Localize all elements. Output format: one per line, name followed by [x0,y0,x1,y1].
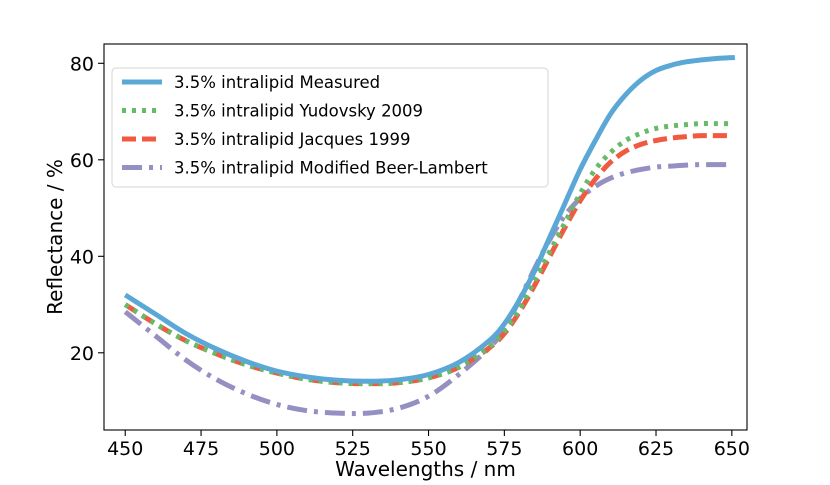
x-tick-label: 625 [638,438,674,460]
y-axis-label: Reflectance / % [43,159,67,315]
y-tick-label: 60 [70,150,94,172]
legend-label: 3.5% intralipid Jacques 1999 [174,130,410,149]
x-tick-label: 600 [562,438,598,460]
x-axis-label: Wavelengths / nm [335,457,516,481]
legend-label: 3.5% intralipid Modified Beer-Lambert [174,159,488,178]
x-tick-label: 650 [714,438,750,460]
series-layer [123,55,736,417]
tick-layer: 450 475 500 525 550 575 600 625 650 20 40 60 80 [70,53,750,460]
x-tick-label: 525 [335,438,371,460]
legend-items: 3.5% intralipid Measured 3.5% intralipid … [122,73,488,178]
y-tick-label: 80 [70,53,94,75]
legend: 3.5% intralipid Measured 3.5% intralipid … [111,67,549,188]
legend-label: 3.5% intralipid Yudovsky 2009 [174,102,423,121]
x-tick-label: 450 [107,438,143,460]
legend-box [111,67,549,188]
legend-label: 3.5% intralipid Measured [174,73,380,92]
y-tick-label: 20 [70,343,94,365]
series-line-3 [123,133,732,387]
x-tick-label: 550 [410,438,446,460]
plot-area-frame [103,43,748,431]
x-tick-label: 475 [183,438,219,460]
x-tick-label: 575 [486,438,522,460]
series-line-1 [123,55,736,384]
x-tick-label: 500 [259,438,295,460]
y-tick-label: 40 [70,246,94,268]
